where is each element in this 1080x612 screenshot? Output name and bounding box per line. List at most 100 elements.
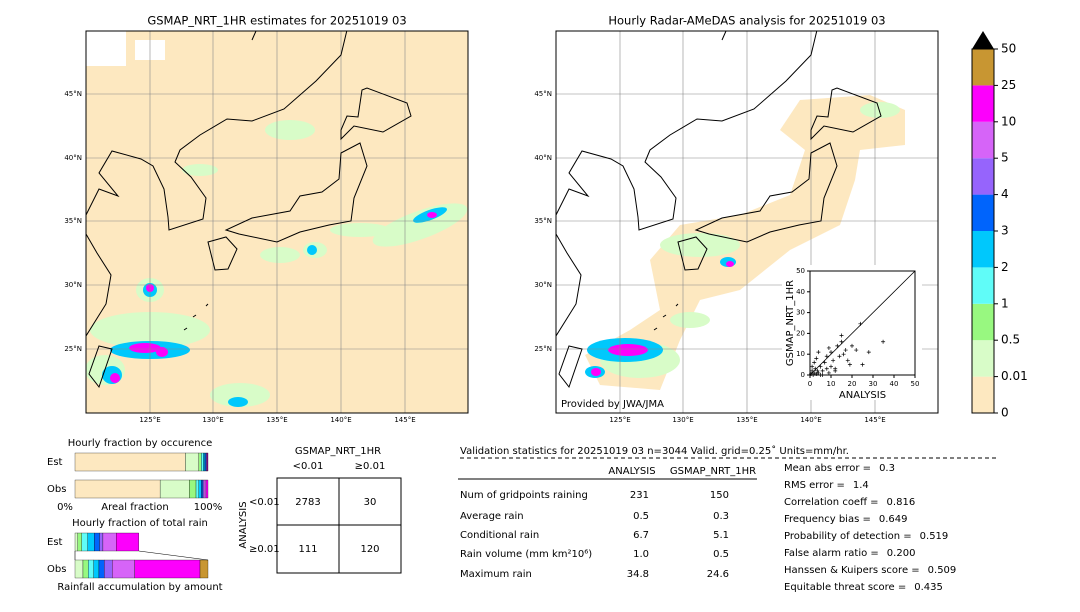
- scatter-point: [841, 352, 846, 357]
- score: Frequency bias =: [784, 514, 871, 525]
- lon-label: 135°E: [266, 416, 287, 424]
- category-label: Obs: [47, 484, 66, 495]
- bar-segment: [205, 479, 209, 499]
- bar-segment: [201, 452, 204, 472]
- stat-value: 231: [630, 490, 649, 501]
- colorbar-label: 10: [1001, 114, 1016, 128]
- bar-segment: [94, 532, 100, 552]
- scatter-point: [814, 371, 819, 376]
- y-tick-label: 50: [796, 267, 805, 275]
- bar-segment: [88, 559, 94, 579]
- bar-segment: [87, 532, 95, 552]
- bar-segment: [185, 452, 199, 472]
- bar-segment: [202, 479, 205, 499]
- lon-label: 125°E: [609, 416, 630, 424]
- y-axis-label: GSMAP_NRT_1HR: [785, 280, 796, 366]
- scatter-point: [824, 354, 829, 359]
- scatter-point: [816, 350, 821, 355]
- scatter-point: [814, 356, 819, 361]
- bar-segment: [204, 452, 207, 472]
- score-value: 0.816: [887, 497, 916, 508]
- bar-segment: [199, 559, 209, 579]
- scatter-point: [809, 371, 814, 376]
- x-tick-label: 30: [869, 380, 878, 388]
- score: False alarm ratio =: [784, 548, 879, 559]
- bar-segment: [201, 479, 203, 499]
- column-label: <0.01: [293, 461, 324, 472]
- lat-label: 45°N: [534, 90, 552, 98]
- stat-value: 150: [710, 490, 729, 501]
- scatter-point: [815, 368, 820, 373]
- scatter-point: [837, 354, 842, 359]
- x-tick-label: 20: [848, 380, 857, 388]
- score: RMS error =: [784, 480, 845, 491]
- y-tick-label: 20: [796, 329, 805, 337]
- x-tick-label: 100%: [194, 502, 223, 513]
- map-title: Hourly Radar-AMeDAS analysis for 2025101…: [608, 14, 885, 28]
- colorbar-segment: [972, 85, 994, 122]
- category-label: Obs: [47, 564, 66, 575]
- scatter-point: [829, 364, 833, 369]
- scatter-point: [839, 339, 844, 344]
- row-label: Num of gridpoints raining: [460, 490, 588, 501]
- map-frame: [85, 30, 469, 414]
- y-tick-label: 0: [801, 371, 805, 379]
- scatter-point: [858, 321, 863, 326]
- bar-segment: [116, 532, 139, 552]
- category-label: Est: [47, 537, 63, 548]
- colorbar-segment: [972, 194, 994, 231]
- lat-label: 45°N: [64, 90, 82, 98]
- colorbar-label: 3: [1001, 224, 1009, 238]
- y-tick-label: 10: [796, 350, 805, 358]
- scatter-point: [826, 370, 831, 375]
- scatter-point: [813, 366, 818, 371]
- left-map: [86, 31, 468, 413]
- bar-segment: [74, 532, 78, 552]
- lat-label: 25°N: [534, 345, 552, 353]
- scatter-point: [847, 362, 852, 367]
- colorbar-segment: [972, 267, 994, 304]
- scatter-point: [854, 348, 859, 353]
- lon-label: 135°E: [736, 416, 757, 424]
- stat-value: 0.3: [713, 511, 729, 522]
- lat-label: 25°N: [64, 345, 82, 353]
- scatter-point: [835, 343, 840, 348]
- scatter-point: [850, 343, 854, 348]
- bar-segment: [112, 559, 135, 579]
- colorbar-label: 0: [1001, 406, 1009, 420]
- lon-label: 140°E: [330, 416, 351, 424]
- chart-title: Hourly fraction by occurence: [68, 438, 212, 449]
- x-tick-label: 50: [911, 380, 920, 388]
- scatter-point: [824, 366, 829, 371]
- x-axis-label: ANALYSIS: [839, 390, 886, 401]
- colorbar-segment: [972, 376, 994, 413]
- map-frame: [555, 30, 939, 414]
- scatter-point: [866, 350, 871, 355]
- score-value: 0.3: [879, 463, 895, 474]
- stat-value: 0.5: [633, 511, 649, 522]
- bar-segment: [74, 559, 84, 579]
- table-title: GSMAP_NRT_1HR: [295, 446, 381, 457]
- stat-value: 1.0: [633, 549, 649, 560]
- bar-segment: [203, 452, 205, 472]
- stats-header: Validation statistics for 20251019 03 n=…: [460, 445, 849, 457]
- row-label: Conditional rain: [460, 530, 539, 541]
- stat-value: 24.6: [707, 569, 729, 580]
- score: Hanssen & Kuipers score =: [784, 565, 920, 576]
- scatter-point: [816, 370, 821, 375]
- scatter-point: [820, 373, 825, 377]
- colorbar-segment: [972, 49, 994, 86]
- bar-segment: [134, 559, 201, 579]
- lat-label: 40°N: [64, 154, 82, 162]
- stat-value: 6.7: [633, 530, 649, 541]
- scatter-point: [826, 345, 831, 350]
- stat-value: 0.5: [713, 549, 729, 560]
- row-label: ≥0.01: [249, 544, 280, 555]
- colorbar-label: 25: [1001, 78, 1016, 92]
- row-title: ANALYSIS: [238, 501, 249, 548]
- score: Equitable threat score =: [784, 582, 906, 593]
- colorbar-label: 0.5: [1001, 333, 1020, 347]
- bar-segment: [189, 479, 197, 499]
- scatter-point: [820, 368, 825, 373]
- stat-value: 34.8: [627, 569, 649, 580]
